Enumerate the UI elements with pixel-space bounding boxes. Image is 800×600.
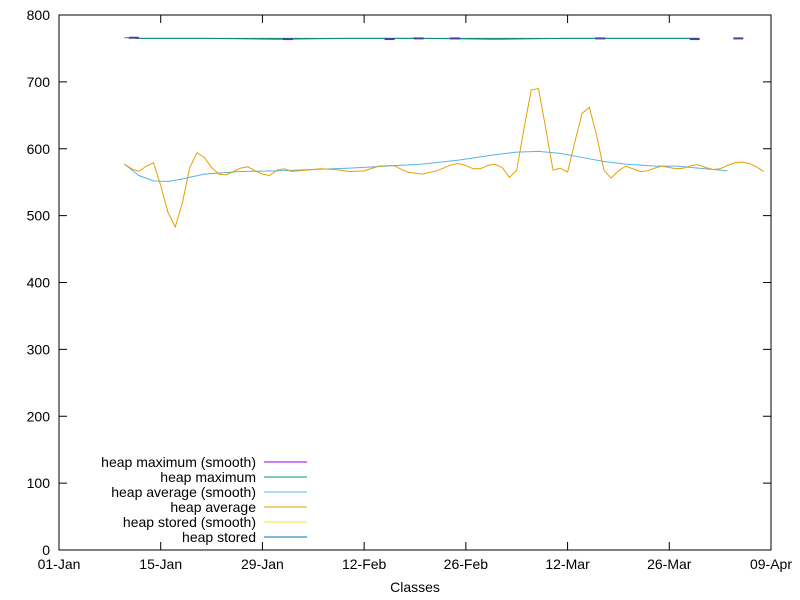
y-tick-label: 100 — [27, 475, 51, 491]
legend-label: heap stored (smooth) — [123, 514, 256, 530]
x-tick-label: 01-Jan — [38, 556, 81, 572]
legend-label: heap average — [170, 499, 256, 515]
x-tick-label: 26-Mar — [647, 556, 692, 572]
legend-label: heap maximum — [160, 469, 256, 485]
x-tick-label: 15-Jan — [139, 556, 182, 572]
series-line-2 — [124, 150, 728, 183]
y-tick-label: 700 — [27, 74, 51, 90]
y-axis-ticks: 0 100 200 300 400 500 600 700 800 — [27, 7, 771, 558]
y-tick-label: 300 — [27, 341, 51, 357]
marker-layer — [128, 36, 744, 41]
series-layer — [124, 37, 765, 229]
legend-label: heap maximum (smooth) — [101, 454, 256, 470]
legend-label: heap stored — [182, 529, 256, 545]
y-tick-label: 0 — [42, 542, 50, 558]
x-axis-ticks: 01-Jan 15-Jan 29-Jan 12-Feb 26-Feb 12-Mar 26-M… — [38, 15, 792, 572]
x-tick-label: 26-Feb — [444, 556, 489, 572]
y-tick-label: 600 — [27, 141, 51, 157]
y-tick-label: 500 — [27, 208, 51, 224]
series-line-1 — [124, 37, 699, 39]
x-tick-label: 29-Jan — [241, 556, 284, 572]
x-axis-title: Classes — [390, 579, 440, 595]
x-tick-label: 12-Feb — [342, 556, 387, 572]
y-tick-label: 200 — [27, 408, 51, 424]
x-tick-label: 09-Apr — [750, 556, 792, 572]
series-line-3 — [124, 87, 765, 229]
legend-label: heap average (smooth) — [111, 484, 256, 500]
y-tick-label: 400 — [27, 275, 51, 291]
x-tick-label: 12-Mar — [545, 556, 590, 572]
y-tick-label: 800 — [27, 7, 51, 23]
